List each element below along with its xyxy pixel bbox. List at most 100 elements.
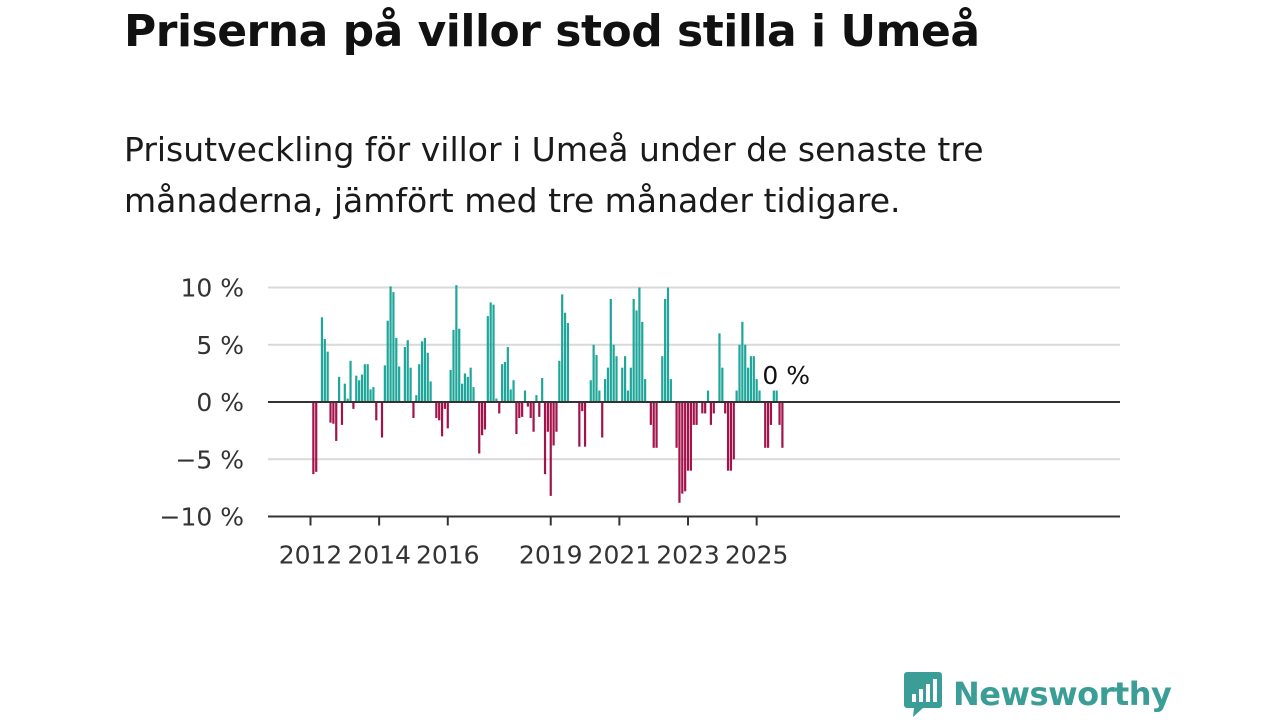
bar xyxy=(403,347,406,402)
bar xyxy=(666,287,670,402)
bar xyxy=(518,402,521,419)
bar xyxy=(512,380,515,402)
bar xyxy=(352,402,355,409)
bar xyxy=(326,351,329,402)
bar xyxy=(492,304,495,402)
bar xyxy=(452,329,455,402)
bar xyxy=(409,367,412,402)
bar xyxy=(624,356,627,402)
bar xyxy=(712,402,715,414)
bar xyxy=(363,364,366,402)
bar xyxy=(535,395,538,402)
bar xyxy=(678,402,681,503)
bar xyxy=(546,402,549,432)
x-tick-label: 2023 xyxy=(656,541,720,570)
bar xyxy=(595,355,598,402)
bar xyxy=(375,402,378,421)
bar xyxy=(555,402,558,432)
bar xyxy=(661,356,664,402)
bar xyxy=(735,390,738,402)
bar xyxy=(332,402,335,424)
y-tick-label: 10 % xyxy=(180,274,244,303)
bar xyxy=(738,344,741,402)
bar xyxy=(732,402,735,460)
bar xyxy=(749,356,753,402)
bar xyxy=(566,322,569,402)
bar xyxy=(478,402,481,454)
bar xyxy=(412,402,415,419)
bar xyxy=(592,344,595,402)
bar xyxy=(578,402,581,447)
bar xyxy=(709,402,712,425)
bar xyxy=(426,352,429,402)
bar xyxy=(466,376,469,402)
bar xyxy=(744,344,747,402)
y-tick-label: 5 % xyxy=(196,331,244,360)
bar xyxy=(681,402,684,494)
chart-subtitle: Prisutveckling för villor i Umeå under d… xyxy=(124,130,984,220)
bar xyxy=(320,317,324,402)
bar xyxy=(335,402,338,441)
bar xyxy=(629,367,632,402)
bar xyxy=(529,402,532,419)
x-tick-label: 2014 xyxy=(347,541,411,570)
bar xyxy=(589,380,592,402)
bar xyxy=(609,298,612,402)
x-tick-label: 2025 xyxy=(725,541,789,570)
bar xyxy=(603,379,607,402)
bar xyxy=(626,390,630,402)
bar xyxy=(635,310,638,402)
newsworthy-logo-icon xyxy=(904,672,942,717)
bar xyxy=(509,389,512,402)
bar xyxy=(438,402,441,421)
x-tick-label: 2012 xyxy=(279,541,343,570)
bar xyxy=(704,402,707,414)
bar xyxy=(538,402,541,417)
bar xyxy=(481,402,484,436)
bar xyxy=(775,390,778,402)
y-tick-label: 0 % xyxy=(196,388,244,417)
bar xyxy=(641,321,644,402)
bar xyxy=(706,390,710,402)
bar xyxy=(369,389,372,402)
bar xyxy=(398,366,401,402)
bar xyxy=(312,402,315,475)
bar xyxy=(506,347,509,402)
bar xyxy=(724,402,727,414)
bar xyxy=(360,374,364,402)
bar xyxy=(632,298,635,402)
bar xyxy=(563,312,567,402)
bar xyxy=(606,367,610,402)
bar xyxy=(718,333,721,402)
bar xyxy=(541,377,544,402)
bar xyxy=(383,365,386,402)
bar-chart: 10 %5 %0 %−5 %−10 %2012 2014 2016 2019 2021 2… xyxy=(160,274,1120,570)
bar xyxy=(552,402,555,446)
bar xyxy=(726,402,730,471)
bar xyxy=(746,367,750,402)
y-tick-label: −5 % xyxy=(175,445,244,474)
bar xyxy=(495,398,498,402)
bar xyxy=(652,402,655,448)
bar xyxy=(649,402,652,425)
bar xyxy=(395,337,398,402)
bar xyxy=(389,286,392,402)
bar xyxy=(561,294,564,402)
bar xyxy=(655,402,658,448)
bar xyxy=(429,381,432,402)
bar xyxy=(358,380,361,402)
bar xyxy=(621,367,624,402)
bar xyxy=(689,402,692,471)
bar xyxy=(338,376,341,402)
bar xyxy=(692,402,695,425)
bar xyxy=(449,369,452,402)
bar xyxy=(583,402,587,447)
x-tick-label: 2019 xyxy=(519,541,583,570)
x-tick-label: 2016 xyxy=(416,541,480,570)
bar xyxy=(372,387,375,402)
bar xyxy=(684,402,687,492)
bar xyxy=(755,379,758,402)
bar xyxy=(329,402,332,423)
bar xyxy=(558,360,561,402)
bar xyxy=(601,402,604,438)
